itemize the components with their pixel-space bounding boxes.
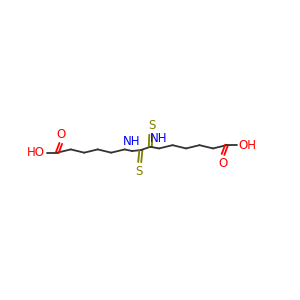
Text: S: S (148, 119, 156, 132)
Text: OH: OH (239, 139, 257, 152)
Text: NH: NH (123, 134, 141, 148)
Text: NH: NH (150, 132, 168, 145)
Text: HO: HO (27, 146, 45, 159)
Text: S: S (135, 165, 142, 178)
Text: O: O (218, 157, 228, 170)
Text: O: O (56, 128, 65, 141)
